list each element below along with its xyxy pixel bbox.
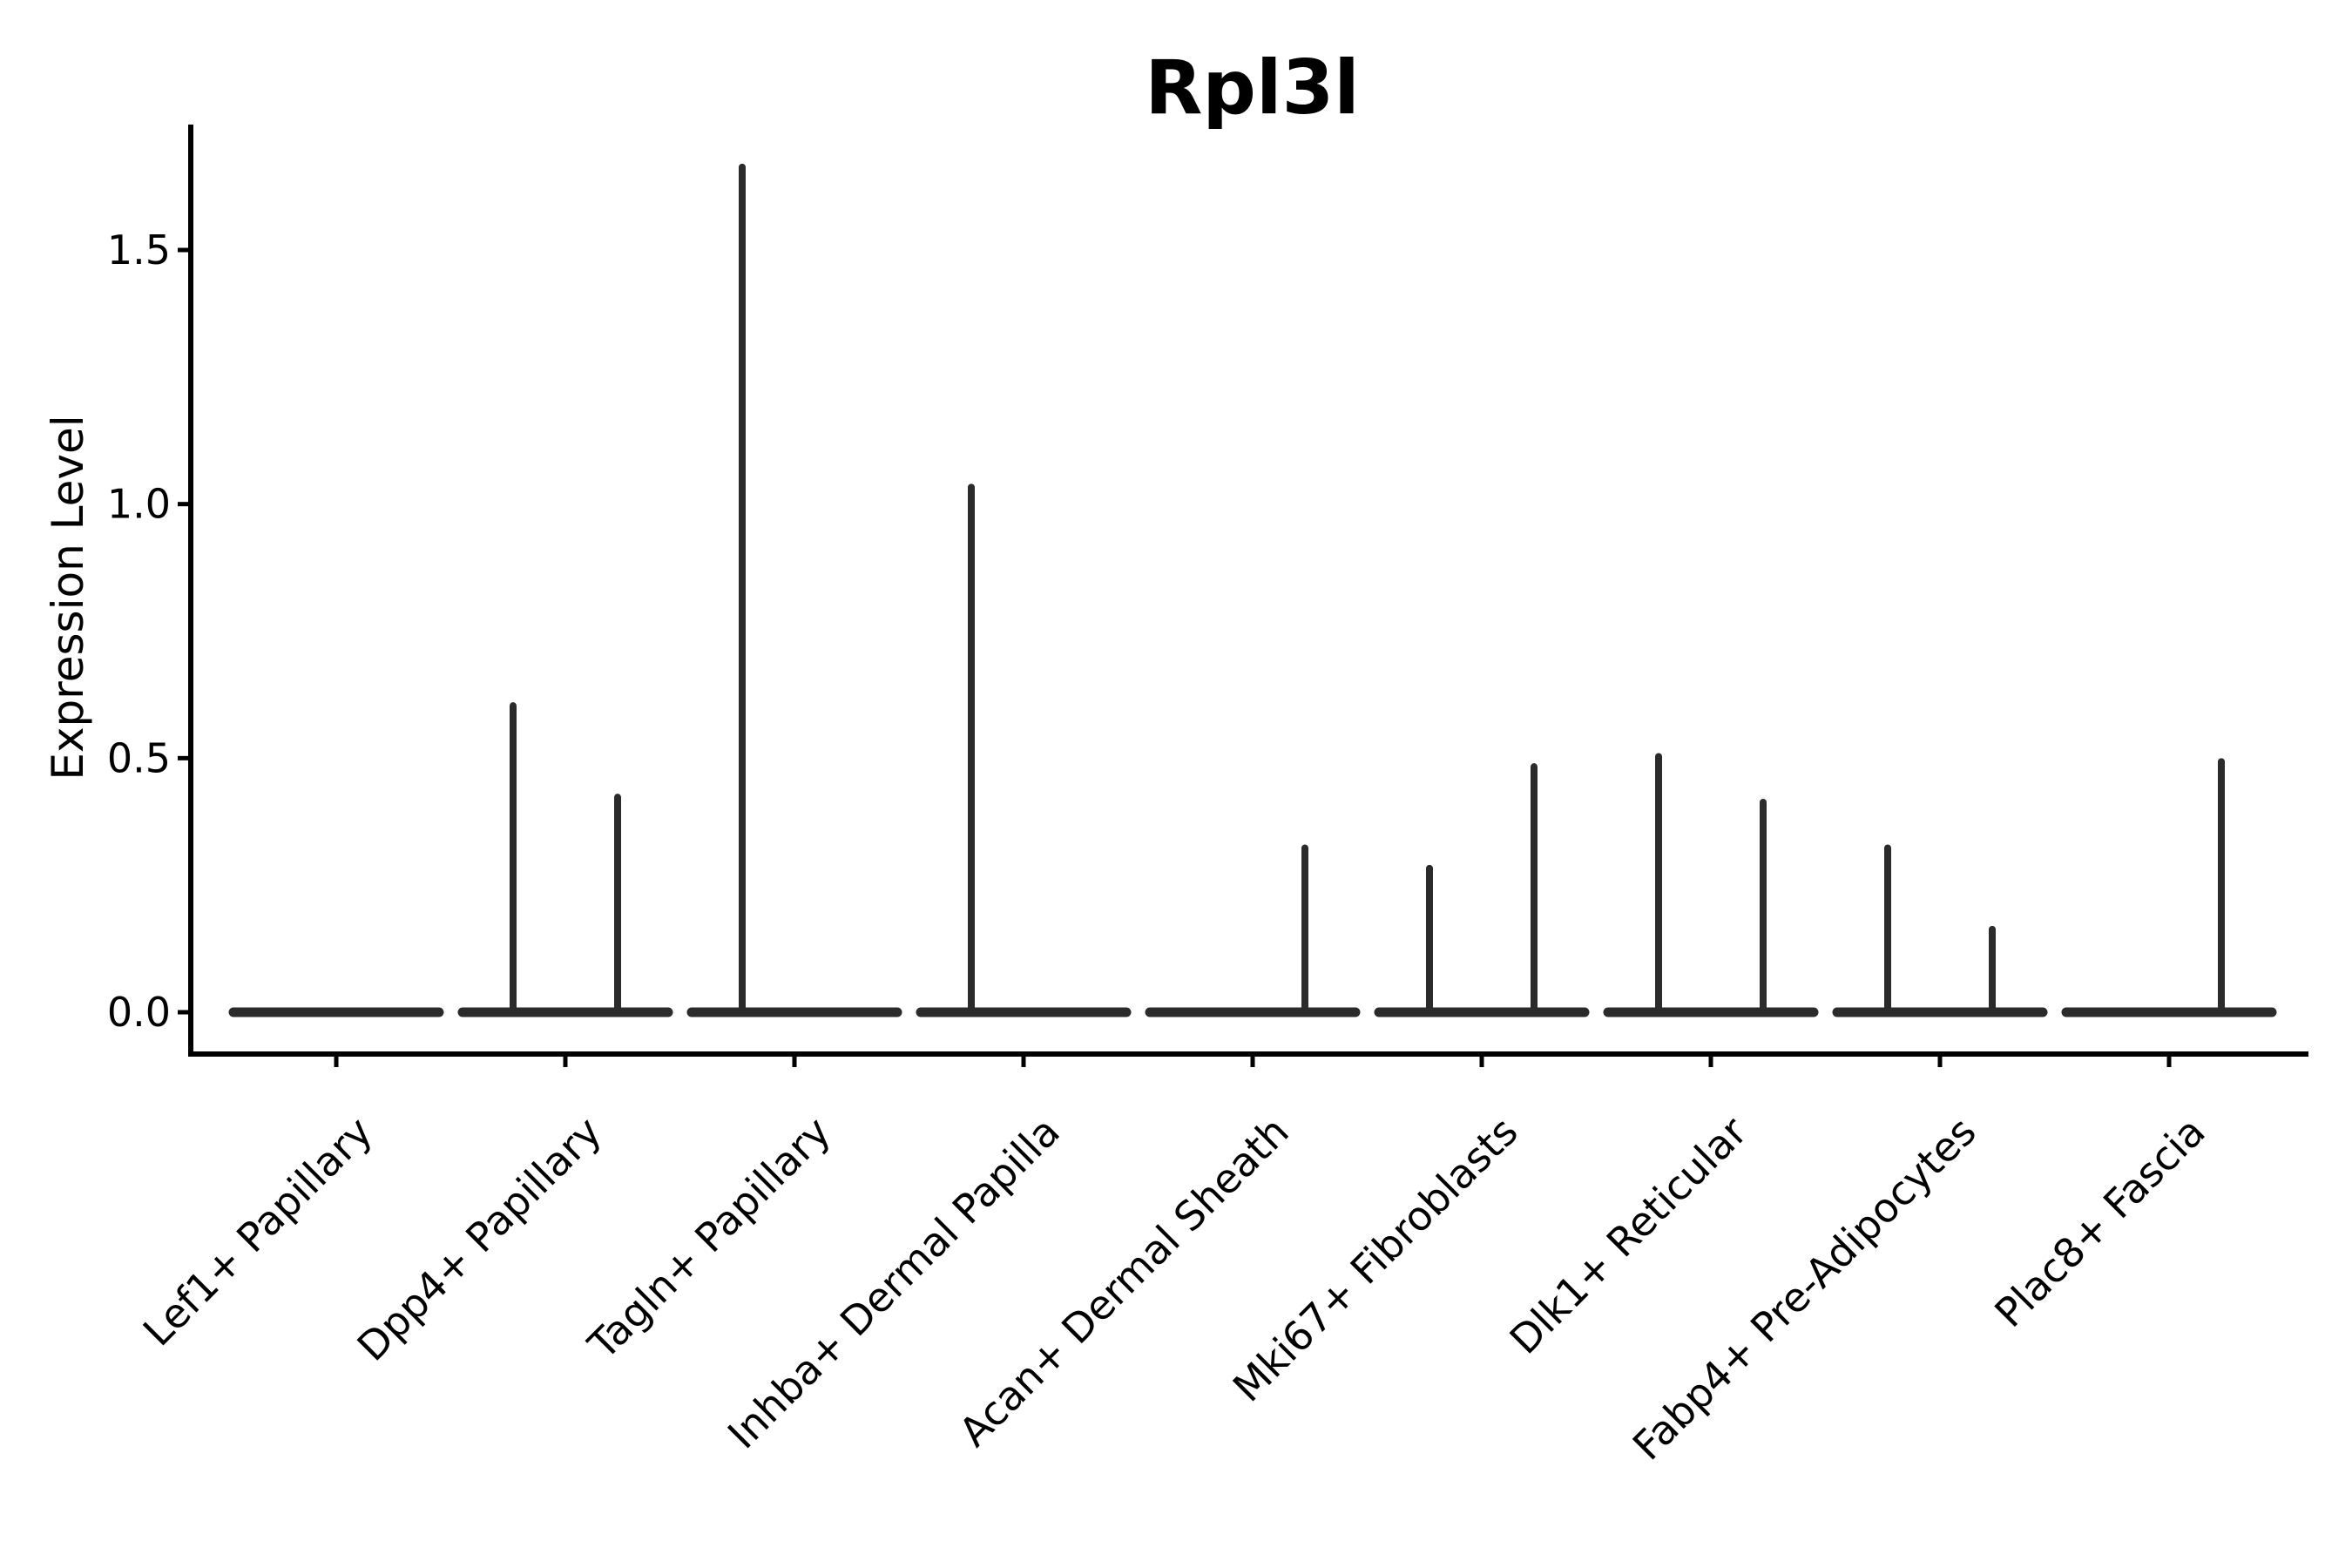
x-tick-label: Dpp4+ Papillary bbox=[348, 1108, 611, 1370]
y-tick-label: 0.0 bbox=[107, 989, 171, 1036]
violin-group: Dpp4+ Papillary bbox=[348, 702, 673, 1370]
chart-title: Rpl3l bbox=[1145, 44, 1360, 132]
violin-group: Tagln+ Papillary bbox=[578, 163, 902, 1369]
x-tick-label: Plac8+ Fascia bbox=[1985, 1108, 2213, 1336]
violin-group: Dlk1+ Reticular bbox=[1501, 753, 1819, 1363]
x-tick-label: Tagln+ Papillary bbox=[578, 1108, 840, 1369]
x-tick-label: Dlk1+ Reticular bbox=[1501, 1108, 1756, 1363]
y-tick-label: 1.0 bbox=[107, 481, 171, 528]
violin-group: Plac8+ Fascia bbox=[1985, 758, 2277, 1336]
y-tick-label: 0.5 bbox=[107, 734, 171, 781]
y-tick-label: 1.5 bbox=[107, 226, 171, 274]
x-tick-label: Lef1+ Papillary bbox=[134, 1108, 382, 1355]
